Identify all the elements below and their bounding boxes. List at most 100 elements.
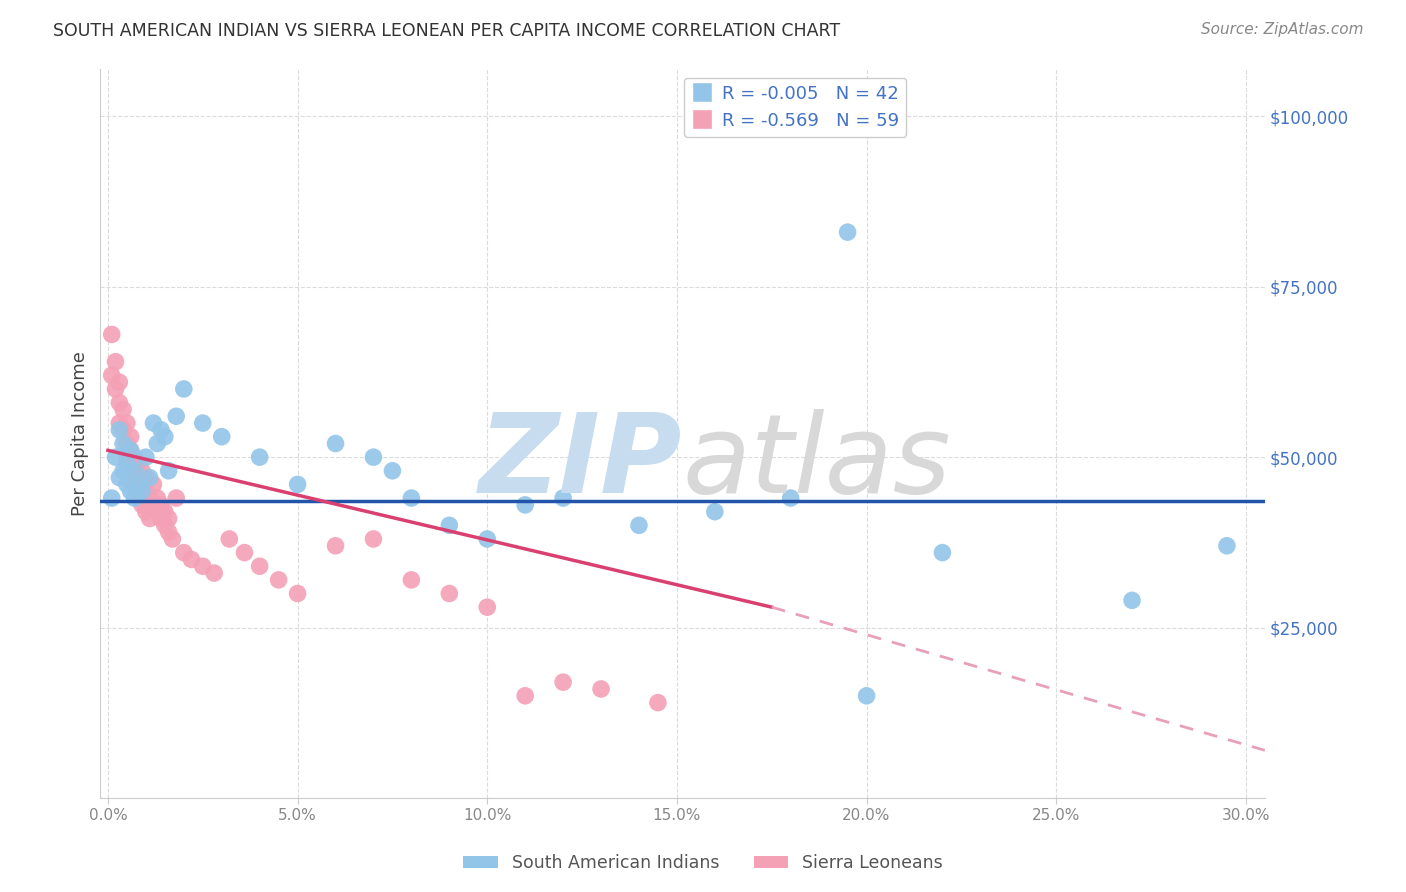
- Point: [363, 450, 385, 465]
- Point: [401, 573, 423, 587]
- Point: [142, 498, 165, 512]
- Point: [153, 518, 176, 533]
- Point: [104, 382, 127, 396]
- Y-axis label: Per Capita Income: Per Capita Income: [72, 351, 89, 516]
- Point: [162, 532, 184, 546]
- Point: [124, 491, 146, 505]
- Point: [108, 416, 131, 430]
- Point: [138, 511, 160, 525]
- Text: SOUTH AMERICAN INDIAN VS SIERRA LEONEAN PER CAPITA INCOME CORRELATION CHART: SOUTH AMERICAN INDIAN VS SIERRA LEONEAN …: [53, 22, 841, 40]
- Point: [515, 498, 537, 512]
- Point: [157, 525, 180, 540]
- Point: [120, 443, 142, 458]
- Point: [202, 566, 225, 580]
- Point: [112, 402, 135, 417]
- Point: [401, 491, 423, 505]
- Point: [142, 416, 165, 430]
- Point: [150, 498, 173, 512]
- Point: [931, 546, 953, 560]
- Point: [218, 532, 240, 546]
- Point: [837, 225, 859, 239]
- Point: [100, 491, 122, 505]
- Point: [325, 539, 347, 553]
- Point: [150, 511, 173, 525]
- Point: [120, 430, 142, 444]
- Point: [191, 559, 214, 574]
- Point: [142, 477, 165, 491]
- Point: [115, 477, 138, 491]
- Point: [287, 477, 309, 491]
- Point: [124, 477, 146, 491]
- Point: [124, 464, 146, 478]
- Point: [553, 491, 575, 505]
- Point: [146, 491, 169, 505]
- Point: [381, 464, 404, 478]
- Point: [157, 511, 180, 525]
- Point: [191, 416, 214, 430]
- Point: [112, 423, 135, 437]
- Point: [127, 477, 149, 491]
- Point: [1121, 593, 1143, 607]
- Text: atlas: atlas: [682, 409, 952, 516]
- Point: [146, 505, 169, 519]
- Point: [131, 484, 153, 499]
- Point: [153, 505, 176, 519]
- Point: [120, 443, 142, 458]
- Point: [108, 375, 131, 389]
- Point: [120, 484, 142, 499]
- Point: [127, 457, 149, 471]
- Point: [124, 450, 146, 465]
- Point: [138, 491, 160, 505]
- Point: [108, 395, 131, 409]
- Point: [855, 689, 877, 703]
- Point: [1216, 539, 1239, 553]
- Point: [135, 450, 157, 465]
- Point: [135, 505, 157, 519]
- Point: [150, 423, 173, 437]
- Point: [249, 559, 271, 574]
- Point: [363, 532, 385, 546]
- Point: [131, 464, 153, 478]
- Point: [647, 696, 669, 710]
- Point: [131, 477, 153, 491]
- Point: [233, 546, 256, 560]
- Point: [589, 681, 612, 696]
- Point: [173, 382, 195, 396]
- Point: [120, 457, 142, 471]
- Point: [287, 586, 309, 600]
- Point: [180, 552, 202, 566]
- Point: [115, 457, 138, 471]
- Point: [157, 464, 180, 478]
- Point: [108, 470, 131, 484]
- Point: [165, 409, 187, 424]
- Point: [703, 505, 725, 519]
- Point: [553, 675, 575, 690]
- Point: [124, 464, 146, 478]
- Point: [249, 450, 271, 465]
- Text: ZIP: ZIP: [479, 409, 682, 516]
- Point: [146, 436, 169, 450]
- Point: [115, 416, 138, 430]
- Point: [100, 368, 122, 383]
- Point: [439, 518, 461, 533]
- Text: Source: ZipAtlas.com: Source: ZipAtlas.com: [1201, 22, 1364, 37]
- Point: [627, 518, 650, 533]
- Point: [115, 436, 138, 450]
- Legend: R = -0.005   N = 42, R = -0.569   N = 59: R = -0.005 N = 42, R = -0.569 N = 59: [685, 78, 907, 137]
- Point: [131, 498, 153, 512]
- Point: [138, 470, 160, 484]
- Point: [173, 546, 195, 560]
- Point: [779, 491, 801, 505]
- Point: [127, 470, 149, 484]
- Point: [135, 470, 157, 484]
- Point: [112, 464, 135, 478]
- Point: [515, 689, 537, 703]
- Point: [267, 573, 290, 587]
- Legend: South American Indians, Sierra Leoneans: South American Indians, Sierra Leoneans: [456, 847, 950, 879]
- Point: [165, 491, 187, 505]
- Point: [115, 450, 138, 465]
- Point: [112, 436, 135, 450]
- Point: [104, 450, 127, 465]
- Point: [100, 327, 122, 342]
- Point: [153, 430, 176, 444]
